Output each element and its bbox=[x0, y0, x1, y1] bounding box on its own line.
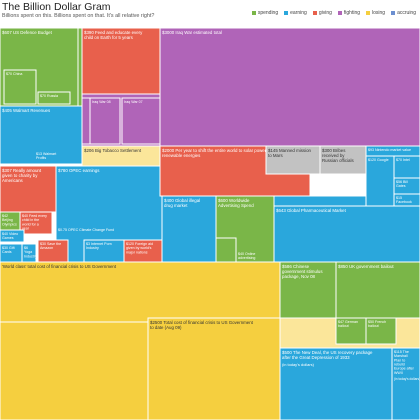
treemap-cell bbox=[89, 97, 121, 145]
treemap-cell bbox=[265, 145, 321, 175]
treemap-label: 'World class' total cost of financial cr… bbox=[2, 264, 117, 269]
legend-label: fighting bbox=[343, 10, 361, 16]
treemap-label: $400 Global illegal drug market bbox=[164, 198, 200, 208]
treemap-label: $50 French bailout bbox=[368, 320, 386, 328]
treemap-label: $607 US Defence Budget bbox=[2, 30, 53, 35]
treemap-label: $600 Worldwide Advertising Spend bbox=[218, 198, 254, 208]
treemap-cell bbox=[0, 105, 83, 165]
treemap-label: $405 Walmart Revenues bbox=[2, 108, 51, 113]
treemap-cell bbox=[19, 211, 53, 235]
treemap-note: (in today's dollars) bbox=[282, 362, 315, 367]
treemap-cell bbox=[161, 195, 217, 263]
treemap-label: $115 The Marshall Plan to rebuild Europe aft… bbox=[394, 350, 415, 375]
treemap-cell bbox=[391, 347, 420, 420]
treemap-label: $42 Beijing Olympics bbox=[2, 214, 17, 226]
treemap-cell bbox=[0, 261, 281, 323]
treemap-cell bbox=[279, 347, 393, 420]
legend: spending earning giving fighting losing accru… bbox=[251, 10, 416, 16]
legend-label: earning bbox=[290, 10, 307, 16]
legend-item-earning: earning bbox=[284, 10, 307, 16]
treemap-cell bbox=[0, 165, 57, 213]
legend-label: losing bbox=[372, 10, 386, 16]
treemap-cell bbox=[121, 97, 161, 145]
legend-label: giving bbox=[318, 10, 332, 16]
treemap-label: $120 Google bbox=[368, 158, 389, 162]
treemap-label: $70 Intel bbox=[396, 158, 410, 162]
treemap-label: $30 Gift Cards bbox=[2, 246, 15, 254]
treemap-label: $145 Manned mission to Mars bbox=[268, 148, 312, 158]
treemap-label: $15 Facebook bbox=[396, 196, 412, 204]
treemap-cell bbox=[365, 155, 395, 207]
treemap-cell bbox=[215, 237, 237, 263]
legend-swatch bbox=[366, 11, 371, 15]
legend-item-fighting: fighting bbox=[337, 10, 361, 16]
treemap-cell bbox=[147, 317, 281, 420]
treemap-label: Iraq War 07 bbox=[124, 100, 143, 104]
treemap-label: $70 China bbox=[6, 72, 22, 76]
treemap-label: $643 Global Pharmaceutical Market bbox=[276, 208, 347, 213]
treemap-label: $70 Russia bbox=[40, 94, 58, 98]
legend-swatch bbox=[337, 11, 342, 15]
treemap-chart: $607 US Defence Budget $70 China $70 Russi… bbox=[0, 28, 420, 420]
treemap-label: $2500 Total cost of financial crisis to … bbox=[150, 320, 254, 330]
treemap-cell bbox=[3, 69, 37, 105]
treemap-label: $47 German bailout bbox=[338, 320, 358, 328]
treemap-label: $13 Walmart Profits bbox=[36, 152, 56, 160]
treemap-label: Iraq War 08 bbox=[92, 100, 111, 104]
chart-subtitle: Billions spent on this. Billions spent o… bbox=[2, 13, 155, 19]
treemap-label: $93 Nintendo market value bbox=[368, 148, 411, 152]
treemap-cell bbox=[335, 317, 367, 345]
treemap-label: $6 Yoga Industry bbox=[24, 246, 37, 258]
legend-swatch bbox=[284, 11, 289, 15]
legend-item-accruing: accruing bbox=[391, 10, 416, 16]
treemap-cell bbox=[365, 317, 397, 345]
treemap-cell bbox=[37, 91, 71, 105]
treemap-cell bbox=[159, 28, 420, 147]
treemap-label: $40 Video Games bbox=[2, 232, 18, 240]
treemap-label: $780 OPEC earnings bbox=[58, 168, 100, 173]
treemap-label: $40 Feed every child in the world for a yea… bbox=[22, 214, 47, 230]
treemap-label: $500 The New Deal, the US recovery packa… bbox=[282, 350, 373, 360]
treemap-label: $40 Online advertising bbox=[238, 252, 255, 260]
treemap-note: (in today's dollars) bbox=[394, 377, 420, 381]
legend-item-giving: giving bbox=[312, 10, 332, 16]
treemap-label: $307 Really amount given to charity by Ame… bbox=[2, 168, 42, 183]
legend-item-losing: losing bbox=[366, 10, 385, 16]
legend-swatch bbox=[251, 11, 256, 15]
treemap-label: $120 Foreign aid given by world's major na… bbox=[126, 242, 153, 254]
treemap-label: $0.75 OPEC Climate Change Fund bbox=[58, 228, 114, 232]
treemap-cell bbox=[319, 145, 367, 175]
treemap-label: $2000 Per year to shift the entire world… bbox=[162, 148, 275, 158]
treemap-cell bbox=[81, 97, 91, 145]
treemap-label: $3000 Iraq War estimated total bbox=[162, 30, 222, 35]
treemap-label: $30 Save the Amazon bbox=[40, 242, 61, 250]
legend-swatch bbox=[312, 11, 317, 15]
treemap-cell bbox=[273, 205, 420, 263]
legend-label: accruing bbox=[397, 10, 416, 16]
treemap-label: $390 Feed and educate every child on Eart… bbox=[84, 30, 143, 40]
treemap-label: $850 UK government bailout bbox=[338, 264, 394, 269]
treemap-label: $3 Internet Porn Industry bbox=[86, 242, 112, 250]
treemap-label: $586 Chinese government stimulus package, … bbox=[282, 264, 323, 279]
chart-title: The Billion Dollar Gram bbox=[2, 1, 111, 13]
treemap-cell bbox=[335, 261, 420, 319]
legend-label: spending bbox=[257, 10, 279, 16]
treemap-label: $300 Bribes received by Russian officials bbox=[322, 148, 354, 163]
treemap-label: $56 Bill Gates bbox=[396, 180, 408, 188]
chart-header: The Billion Dollar Gram Billions spent o… bbox=[0, 0, 420, 28]
treemap-label: $206 Big Tobacco Settlement bbox=[84, 148, 142, 153]
treemap-cell bbox=[81, 28, 161, 95]
legend-item-spending: spending bbox=[251, 10, 279, 16]
treemap-cell bbox=[0, 229, 25, 243]
legend-swatch bbox=[391, 11, 396, 15]
